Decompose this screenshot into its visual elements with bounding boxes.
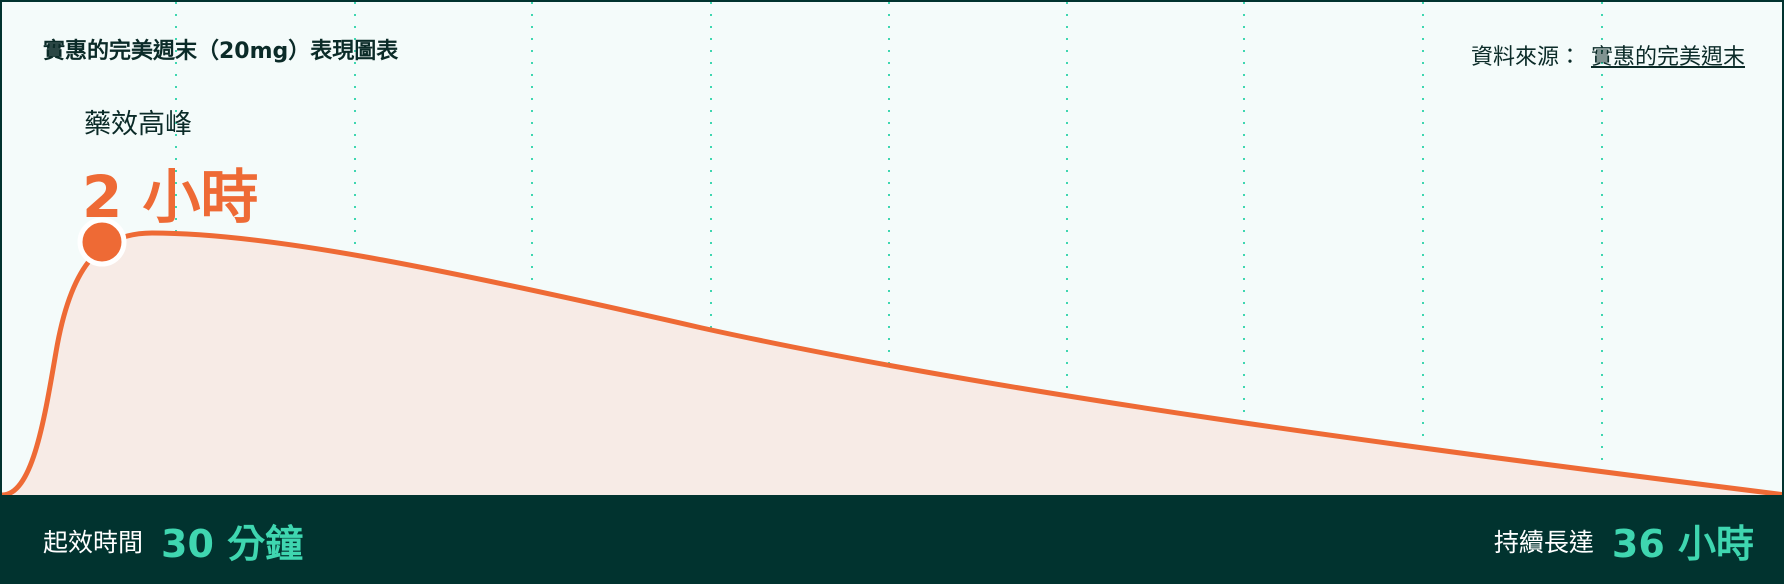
duration: 持續長達 36 小時 — [1493, 495, 1754, 582]
peak-value: 2 小時 — [82, 163, 259, 231]
duration-label: 持續長達 — [1493, 527, 1594, 557]
curve-area — [2, 233, 1782, 495]
footer: 起效時間 30 分鐘 持續長達 36 小時 — [2, 495, 1782, 582]
onset: 起效時間 30 分鐘 — [43, 495, 304, 582]
curve-line — [2, 230, 1782, 498]
source-label: 資料來源： — [1470, 45, 1581, 70]
source: 資料來源： 實惠的完美週末 — [1471, 39, 1745, 71]
duration-value: 36 小時 — [1611, 522, 1754, 566]
peak-label: 藥效高峰 — [84, 109, 192, 140]
source-link[interactable]: 實惠的完美週末 — [1590, 45, 1745, 70]
peak-dot — [77, 217, 127, 267]
onset-value: 30 分鐘 — [161, 522, 304, 566]
onset-label: 起效時間 — [43, 527, 144, 557]
chart-title: 實惠的完美週末（20mg）表現圖表 — [43, 39, 399, 64]
